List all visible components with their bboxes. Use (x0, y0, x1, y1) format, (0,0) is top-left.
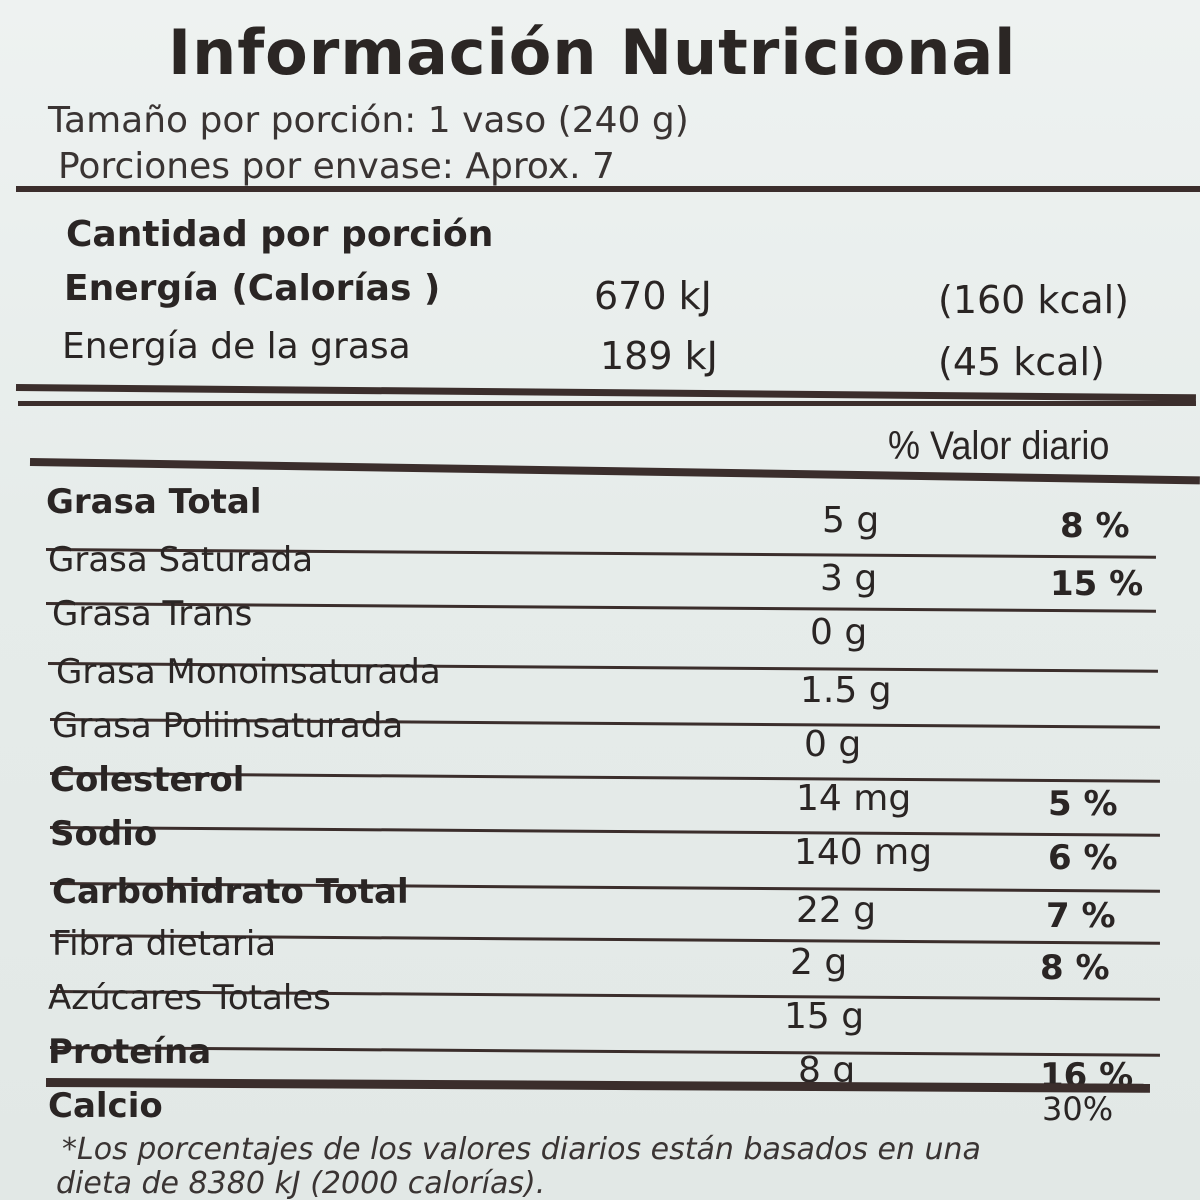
energy-fat-kj: 189 kJ (600, 334, 718, 378)
nutrient-name: Grasa Poliinsaturada (52, 706, 404, 746)
page-title: Información Nutricional (168, 16, 1017, 89)
nutrient-daily-value: 7 % (1046, 896, 1116, 936)
daily-value-header: % Valor diario (888, 424, 1110, 468)
nutrient-name: Proteína (48, 1032, 212, 1072)
footnote-line-1: *Los porcentajes de los valores diarios … (62, 1132, 981, 1167)
nutrient-name: Sodio (50, 814, 158, 854)
nutrient-daily-value: 8 % (1060, 506, 1130, 546)
nutrient-name: Colesterol (50, 760, 245, 800)
nutrient-amount: 15 g (784, 996, 865, 1037)
nutrient-amount: 0 g (810, 612, 868, 653)
nutrient-amount: 1.5 g (800, 670, 892, 711)
nutrient-name: Grasa Monoinsaturada (56, 652, 441, 692)
divider-thick (45, 1078, 1151, 1093)
nutrient-amount: 22 g (796, 890, 877, 931)
energy-label: Energía (Calorías ) (64, 268, 441, 309)
nutrient-amount: 14 mg (796, 778, 912, 819)
energy-kj: 670 kJ (594, 274, 712, 318)
divider-thick (16, 186, 1200, 192)
nutrient-amount: 0 g (804, 724, 862, 765)
nutrient-name: Fibra dietaria (52, 924, 277, 964)
nutrient-name: Grasa Total (46, 482, 262, 522)
nutrient-daily-value: 5 % (1048, 784, 1118, 824)
nutrient-amount: 5 g (822, 500, 880, 541)
nutrient-name: Grasa Saturada (48, 540, 314, 580)
nutrient-amount: 140 mg (794, 832, 933, 873)
energy-kcal: (160 kcal) (938, 278, 1130, 322)
nutrient-name: Azúcares Totales (48, 978, 331, 1018)
footnote-line-2: dieta de 8380 kJ (2000 calorías). (56, 1166, 546, 1200)
divider-thick (15, 384, 1196, 402)
calcium-label: Calcio (48, 1086, 163, 1126)
energy-fat-label: Energía de la grasa (62, 326, 411, 367)
amount-per-serving-heading: Cantidad por porción (66, 214, 494, 255)
serving-size: Tamaño por porción: 1 vaso (240 g) (48, 100, 689, 141)
nutrient-amount: 3 g (820, 558, 878, 599)
divider-thick (18, 401, 1196, 406)
nutrient-daily-value: 6 % (1048, 838, 1118, 878)
nutrient-name: Carbohidrato Total (52, 872, 409, 912)
nutrient-daily-value: 8 % (1040, 948, 1110, 988)
row-divider (49, 1046, 1160, 1057)
energy-fat-kcal: (45 kcal) (938, 340, 1105, 384)
nutrient-name: Grasa Trans (52, 594, 253, 634)
row-divider (49, 826, 1160, 837)
calcium-dv: 30% (1042, 1090, 1114, 1128)
nutrient-amount: 2 g (790, 942, 848, 983)
nutrient-daily-value: 15 % (1050, 564, 1144, 604)
servings-per-container: Porciones por envase: Aprox. 7 (58, 146, 615, 187)
